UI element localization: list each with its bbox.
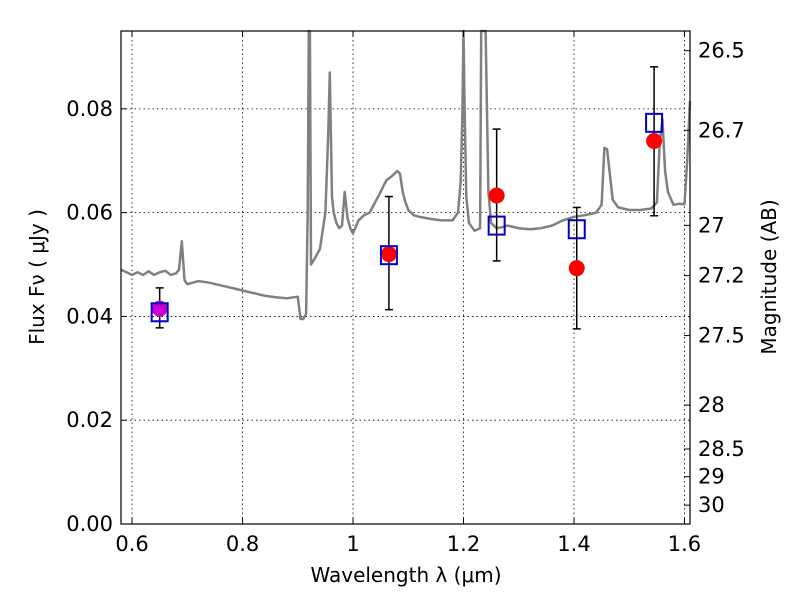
observed-point	[488, 187, 505, 204]
observed-point	[568, 260, 585, 277]
spectrum-layer	[120, 29, 692, 321]
y2-tick-label: 27.5	[698, 324, 745, 348]
x-tick-label: 1.4	[557, 532, 590, 556]
model-square	[150, 302, 169, 323]
y2-tick-label: 26.7	[698, 118, 745, 142]
y2-tick-label: 28.5	[698, 437, 745, 461]
model-square	[487, 215, 506, 236]
y2-tick-label: 27.2	[698, 264, 745, 288]
model-square	[379, 245, 398, 266]
x-tick-label: 0.8	[226, 532, 259, 556]
y-axis-title: Flux Fν ( μJy )	[25, 209, 49, 345]
model-square	[567, 219, 586, 240]
x-tick-label: 1.2	[447, 532, 480, 556]
y2-tick-label: 30	[698, 493, 725, 517]
y-tick-label: 0.04	[66, 304, 113, 328]
spectrum-line	[120, 29, 692, 321]
x-tick-label: 1.6	[668, 532, 701, 556]
y2-tick-label: 29	[698, 465, 725, 489]
observed-point	[380, 246, 397, 263]
x-tick-label: 0.6	[115, 532, 148, 556]
y2-axis-title: Magnitude (AB)	[757, 199, 781, 354]
x-axis-title: Wavelength λ (μm)	[310, 563, 501, 587]
plot-frame	[120, 30, 691, 525]
observed-point	[646, 133, 663, 150]
marker-layer	[150, 66, 664, 330]
y2-tick-label: 28	[698, 393, 725, 417]
y-tick-label: 0.08	[66, 97, 113, 121]
y-tick-label: 0.02	[66, 408, 113, 432]
y-tick-label: 0.00	[66, 512, 113, 536]
y2-tick-label: 27	[698, 213, 725, 237]
tick-layer: 0.6 0.8 1 1.2 1.4 1.6 0.00 0.02 0.04 0.06 0.08 26.5…	[66, 31, 745, 556]
x-tick-label: 1	[346, 532, 359, 556]
y-tick-label: 0.06	[66, 201, 113, 225]
model-square	[645, 112, 664, 133]
grid-layer	[121, 31, 690, 525]
y2-tick-label: 26.5	[698, 39, 745, 63]
